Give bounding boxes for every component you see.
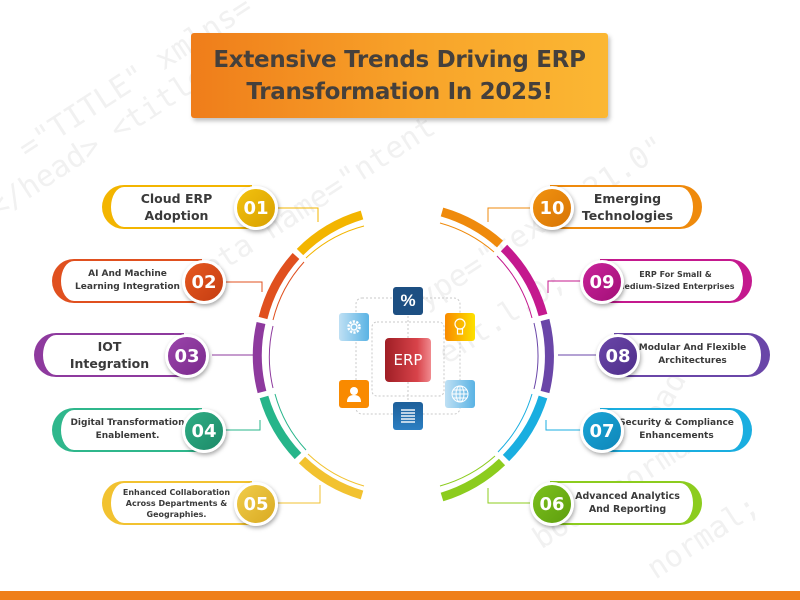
title-line-2: Transformation In 2025! bbox=[246, 78, 553, 105]
trend-05-line-3: Geographies. bbox=[146, 509, 207, 519]
trend-05-line-2: Across Departments & bbox=[125, 498, 228, 508]
trend-06-line-1: Advanced Analytics bbox=[575, 491, 680, 502]
trend-05-line-1: Enhanced Collaboration bbox=[122, 487, 231, 497]
trend-card-06: Advanced Analytics And Reporting bbox=[550, 481, 702, 525]
lightbulb-icon bbox=[445, 313, 475, 341]
trend-07-line-2: Enhancements bbox=[639, 431, 714, 441]
erp-label: ERP bbox=[393, 351, 423, 369]
trend-card-04: Digital Transformation Enablement. bbox=[52, 408, 202, 452]
trend-02-line-2: Learning Integration bbox=[75, 282, 180, 292]
gear-icon bbox=[339, 313, 369, 341]
trend-02-line-1: AI And Machine bbox=[88, 269, 167, 279]
trend-08-line-2: Architectures bbox=[658, 356, 727, 366]
trend-card-08: Modular And Flexible Architectures bbox=[614, 333, 770, 377]
trend-badge-09: 09 bbox=[580, 260, 624, 304]
trend-card-05: Enhanced Collaboration Across Department… bbox=[102, 481, 252, 525]
trend-10-line-1: Emerging bbox=[593, 191, 662, 206]
document-icon bbox=[393, 402, 423, 430]
trend-badge-04: 04 bbox=[182, 409, 226, 453]
trend-badge-10: 10 bbox=[530, 186, 574, 230]
trend-09-line-1: ERP For Small & bbox=[639, 270, 712, 279]
trend-card-07: Security & Compliance Enhancements bbox=[600, 408, 752, 452]
trend-10-line-2: Technologies bbox=[581, 208, 674, 223]
trend-card-09: ERP For Small & Medium-Sized Enterprises bbox=[600, 259, 752, 303]
trend-badge-06: 06 bbox=[530, 482, 574, 526]
trend-card-10: Emerging Technologies bbox=[550, 185, 702, 229]
trend-08-line-1: Modular And Flexible bbox=[638, 343, 747, 353]
erp-box: ERP bbox=[385, 338, 431, 382]
bottom-accent-bar bbox=[0, 591, 800, 600]
trend-badge-08: 08 bbox=[596, 334, 640, 378]
title-line-1: Extensive Trends Driving ERP bbox=[213, 46, 586, 73]
trend-card-01: Cloud ERP Adoption bbox=[102, 185, 252, 229]
trend-badge-03: 03 bbox=[165, 334, 209, 378]
trend-04-line-1: Digital Transformation bbox=[70, 418, 185, 428]
globe-icon bbox=[445, 380, 475, 408]
trend-06-line-2: And Reporting bbox=[588, 504, 667, 515]
trend-07-line-1: Security & Compliance bbox=[619, 418, 734, 428]
user-icon bbox=[339, 380, 369, 408]
trend-09-line-2: Medium-Sized Enterprises bbox=[616, 282, 735, 291]
trend-badge-02: 02 bbox=[182, 260, 226, 304]
trend-badge-01: 01 bbox=[234, 186, 278, 230]
trend-01-line-2: Adoption bbox=[144, 208, 209, 223]
trend-badge-07: 07 bbox=[580, 409, 624, 453]
trend-03-line-2: Integration bbox=[69, 356, 150, 371]
title-banner: Extensive Trends Driving ERP Transformat… bbox=[191, 33, 608, 118]
trend-04-line-2: Enablement. bbox=[95, 431, 160, 441]
trend-01-line-1: Cloud ERP bbox=[140, 191, 213, 206]
trend-card-02: AI And Machine Learning Integration bbox=[52, 259, 202, 303]
trend-card-03: IOT Integration bbox=[34, 333, 184, 377]
trend-03-line-1: IOT bbox=[97, 339, 122, 354]
percent-icon: % bbox=[393, 287, 423, 315]
trend-badge-05: 05 bbox=[234, 482, 278, 526]
